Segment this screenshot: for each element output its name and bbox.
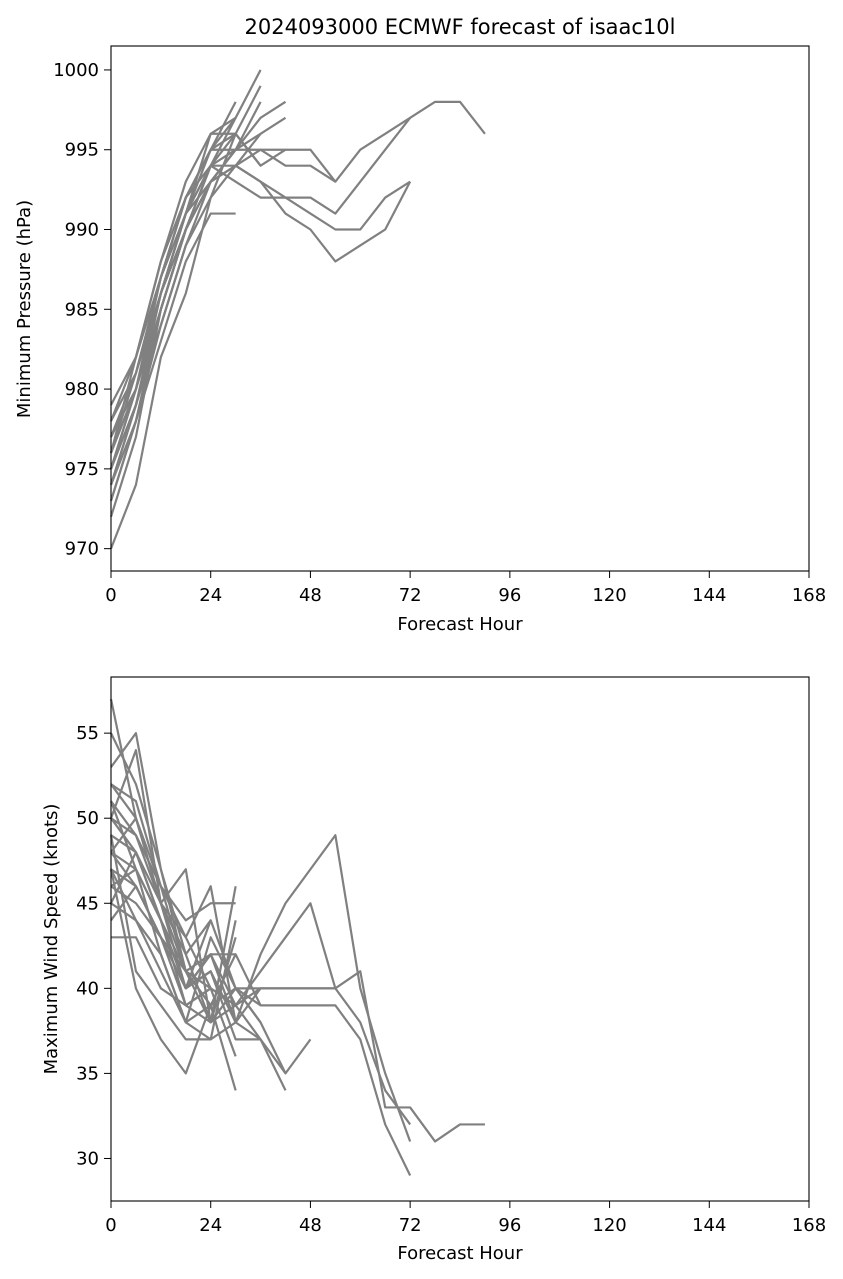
- pressure-y-tick-label: 985: [65, 299, 99, 320]
- wind-x-tick-label: 168: [792, 1215, 826, 1236]
- pressure-x-ticks: 0 24 48 72 96 120 144 168: [105, 571, 826, 606]
- wind-x-tick-label: 96: [498, 1215, 521, 1236]
- pressure-chart: 2024093000 ECMWF forecast of isaac10l 0 2…: [14, 15, 826, 635]
- pressure-x-tick-label: 168: [792, 585, 826, 606]
- wind-member-line: [110, 868, 212, 1024]
- pressure-member-line: [110, 116, 237, 422]
- wind-member-lines: [109, 698, 485, 1176]
- wind-x-axis-label: Forecast Hour: [397, 1243, 523, 1264]
- pressure-member-lines: [109, 69, 486, 550]
- pressure-x-tick-label: 48: [299, 585, 322, 606]
- wind-y-tick-label: 45: [76, 893, 99, 914]
- wind-member-line: [110, 851, 236, 973]
- pressure-member-line: [110, 69, 262, 406]
- pressure-x-tick-label: 0: [105, 585, 116, 606]
- pressure-y-tick-label: 980: [65, 379, 99, 400]
- pressure-x-tick-label: 120: [592, 585, 626, 606]
- wind-member-line: [110, 885, 212, 990]
- wind-x-tick-label: 48: [299, 1215, 322, 1236]
- wind-y-tick-label: 35: [76, 1063, 99, 1084]
- pressure-x-tick-label: 24: [199, 585, 222, 606]
- wind-x-tick-label: 72: [399, 1215, 422, 1236]
- pressure-y-tick-label: 990: [65, 220, 99, 241]
- wind-y-tick-label: 55: [76, 723, 99, 744]
- pressure-member-line: [109, 100, 486, 470]
- wind-y-tick-label: 30: [76, 1148, 99, 1169]
- pressure-x-tick-label: 72: [399, 585, 422, 606]
- wind-member-line: [109, 835, 237, 1041]
- wind-plot-frame: [110, 676, 810, 1202]
- pressure-y-tick-label: 975: [65, 459, 99, 480]
- wind-member-line: [110, 817, 485, 1143]
- wind-member-line: [110, 851, 261, 1041]
- pressure-member-line: [109, 165, 212, 454]
- pressure-x-tick-label: 144: [692, 585, 726, 606]
- wind-y-axis-label: Maximum Wind Speed (knots): [41, 804, 62, 1075]
- pressure-y-tick-label: 1000: [53, 60, 99, 81]
- wind-member-line: [110, 851, 237, 1024]
- pressure-member-line: [109, 117, 237, 422]
- wind-member-line: [110, 783, 236, 922]
- wind-member-line: [109, 749, 237, 1024]
- wind-x-tick-label: 24: [199, 1215, 222, 1236]
- pressure-y-axis-label: Minimum Pressure (hPa): [14, 200, 35, 418]
- wind-member-line: [110, 800, 212, 989]
- chart-title: 2024093000 ECMWF forecast of isaac10l: [245, 15, 676, 39]
- pressure-member-line: [109, 132, 262, 470]
- wind-chart: 0 24 48 72 96 120 144 168 30 35 40 45 50 55 Forecast…: [41, 676, 826, 1264]
- pressure-plot-frame: [110, 45, 810, 572]
- wind-x-ticks: 0 24 48 72 96 120 144 168: [105, 1201, 826, 1236]
- pressure-y-tick-label: 995: [65, 140, 99, 161]
- pressure-x-tick-label: 96: [498, 585, 521, 606]
- wind-y-tick-label: 50: [76, 808, 99, 829]
- pressure-member-line: [109, 148, 336, 550]
- pressure-y-ticks: 970 975 980 985 990 995 1000: [53, 60, 111, 560]
- wind-x-tick-label: 144: [692, 1215, 726, 1236]
- pressure-x-axis-label: Forecast Hour: [397, 614, 523, 635]
- wind-member-line: [110, 902, 336, 1041]
- wind-member-line: [110, 732, 212, 990]
- pressure-y-tick-label: 970: [65, 539, 99, 560]
- pressure-member-line: [109, 212, 236, 486]
- wind-y-ticks: 30 35 40 45 50 55: [76, 723, 111, 1169]
- wind-x-tick-label: 120: [592, 1215, 626, 1236]
- wind-x-tick-label: 0: [105, 1215, 116, 1236]
- wind-y-tick-label: 40: [76, 978, 99, 999]
